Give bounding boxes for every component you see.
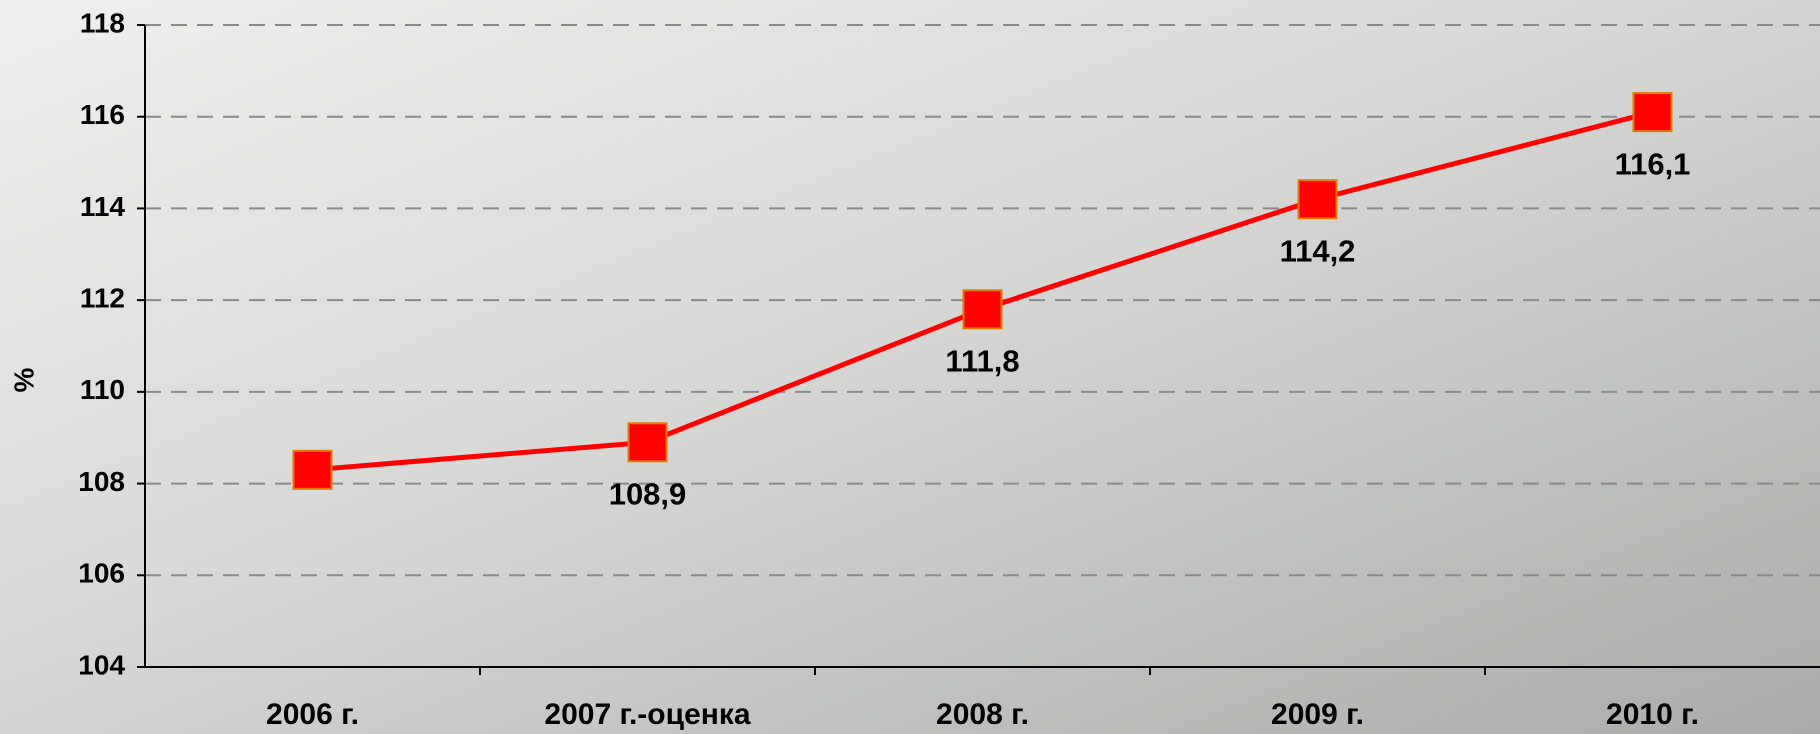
data-label: 111,8 xyxy=(945,344,1019,379)
y-tick-label: 118 xyxy=(80,7,125,38)
marker xyxy=(627,422,668,463)
y-tick-label: 106 xyxy=(78,558,125,589)
data-label: 114,2 xyxy=(1280,233,1356,268)
marker xyxy=(962,289,1003,330)
y-tick-label: 104 xyxy=(78,649,125,680)
y-tick-label: 114 xyxy=(80,191,126,222)
marker xyxy=(1297,179,1338,220)
y-tick-label: 112 xyxy=(80,283,125,314)
x-tick-label: 2009 г. xyxy=(1271,698,1364,731)
x-tick-label: 2007 г.-оценка xyxy=(544,698,750,731)
x-tick-label: 2010 г. xyxy=(1606,698,1699,731)
x-tick-label: 2008 г. xyxy=(936,698,1029,731)
y-tick-label: 116 xyxy=(80,99,125,130)
y-axis-label: % xyxy=(8,367,39,392)
marker xyxy=(292,449,333,490)
marker xyxy=(1632,92,1673,133)
x-tick-label: 2006 г. xyxy=(266,698,359,731)
data-label: 108,9 xyxy=(609,476,687,511)
data-label: 116,1 xyxy=(1615,146,1691,181)
y-tick-label: 108 xyxy=(78,466,125,497)
y-tick-label: 110 xyxy=(80,374,125,405)
